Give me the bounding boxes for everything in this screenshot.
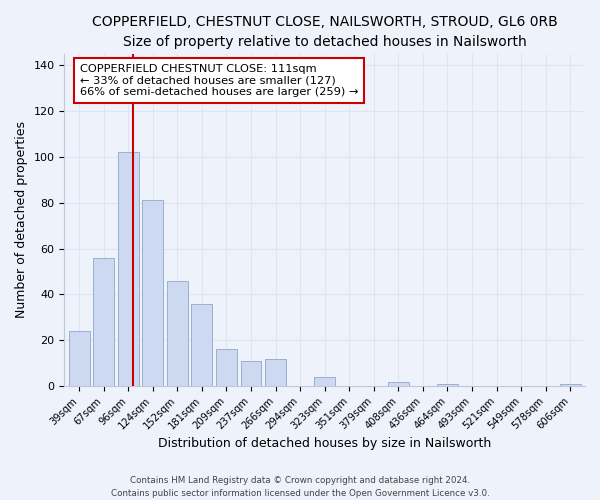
Bar (265, 358, 286, 386)
Bar (560, 384, 581, 386)
X-axis label: Distribution of detached houses by size in Nailsworth: Distribution of detached houses by size … (158, 437, 491, 450)
Text: COPPERFIELD CHESTNUT CLOSE: 111sqm
← 33% of detached houses are smaller (127)
66: COPPERFIELD CHESTNUT CLOSE: 111sqm ← 33%… (80, 64, 358, 97)
Bar (93, 258, 114, 386)
Bar (142, 200, 163, 386)
Bar (437, 384, 458, 386)
Y-axis label: Number of detached properties: Number of detached properties (15, 122, 28, 318)
Bar (118, 152, 139, 386)
Bar (216, 350, 237, 386)
Bar (314, 377, 335, 386)
Bar (388, 382, 409, 386)
Bar (191, 304, 212, 386)
Bar (69, 331, 89, 386)
Bar (241, 361, 262, 386)
Text: Contains HM Land Registry data © Crown copyright and database right 2024.
Contai: Contains HM Land Registry data © Crown c… (110, 476, 490, 498)
Bar (167, 280, 188, 386)
Title: COPPERFIELD, CHESTNUT CLOSE, NAILSWORTH, STROUD, GL6 0RB
Size of property relati: COPPERFIELD, CHESTNUT CLOSE, NAILSWORTH,… (92, 15, 557, 48)
